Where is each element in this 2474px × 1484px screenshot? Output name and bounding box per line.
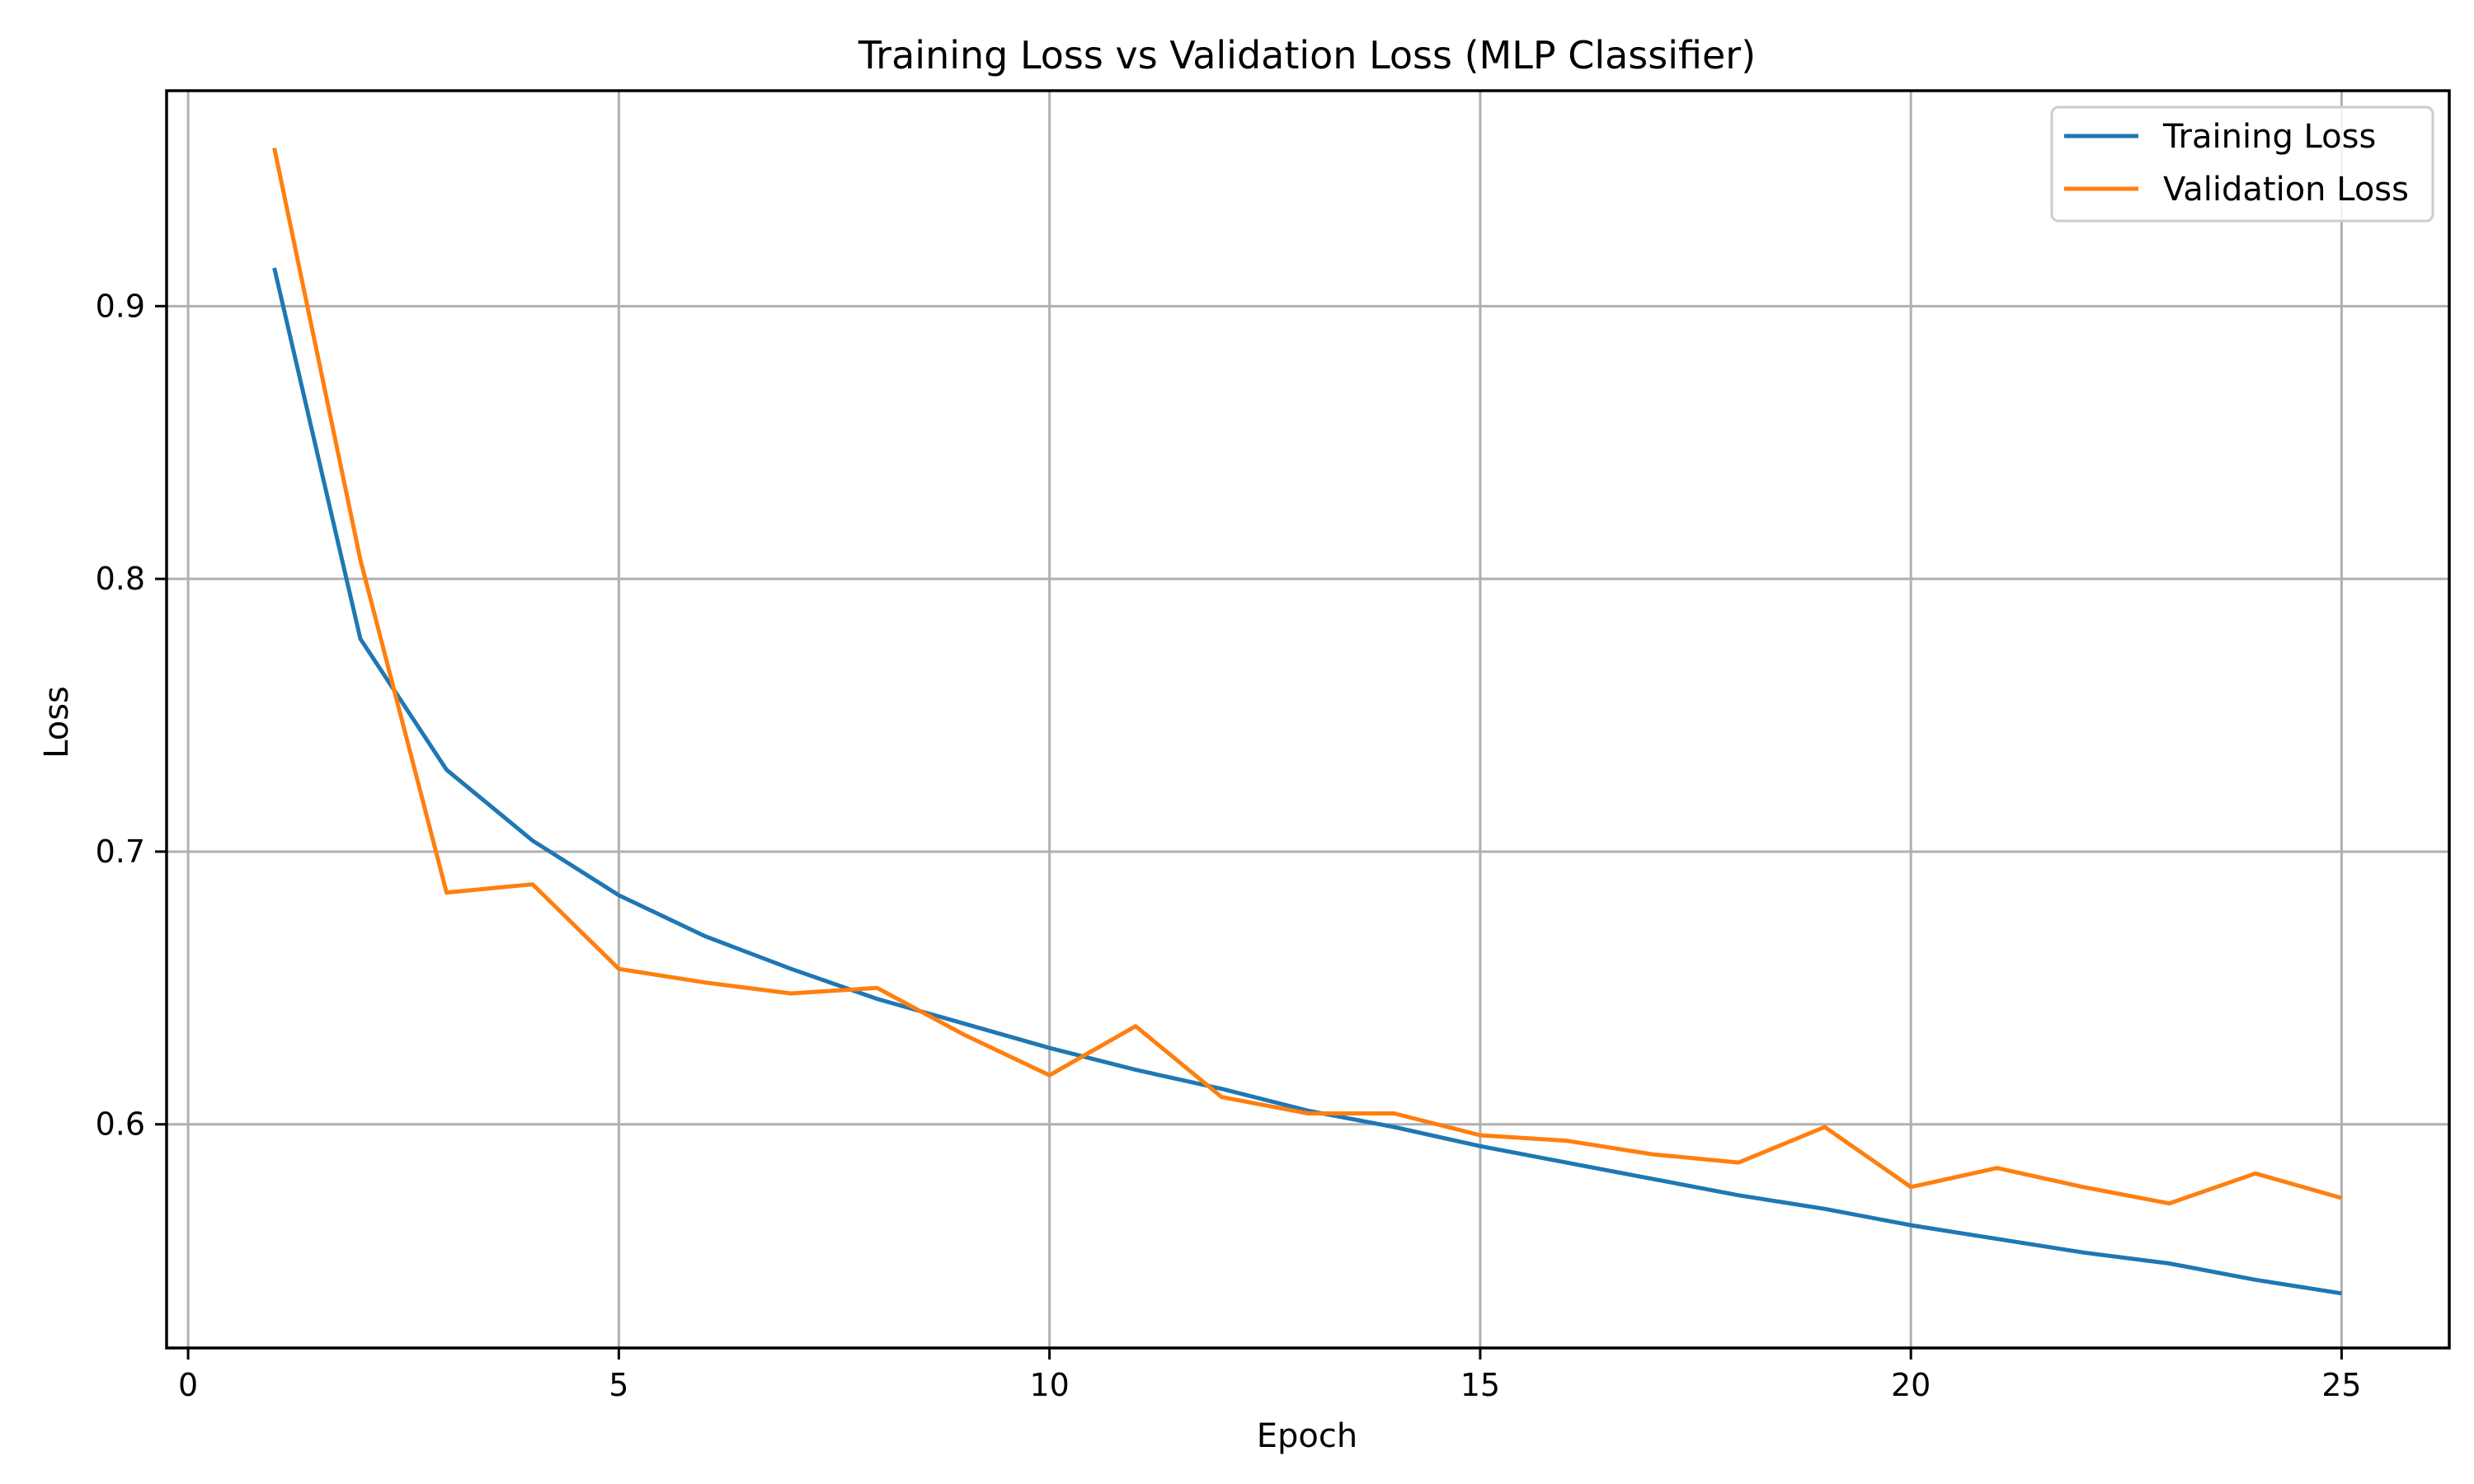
plot-area-frame <box>165 89 2451 1350</box>
legend: Training Loss Validation Loss <box>2050 106 2434 223</box>
series-line-training-loss <box>272 267 2342 1296</box>
y-tick-label: 0.7 <box>96 834 145 870</box>
x-tick-label: 0 <box>178 1367 198 1403</box>
x-tick-label: 10 <box>1029 1367 1069 1403</box>
legend-box <box>2050 106 2434 223</box>
y-tick-label: 0.6 <box>96 1106 145 1143</box>
x-tick-label: 15 <box>1460 1367 1500 1403</box>
legend-label-validation-loss: Validation Loss <box>2163 171 2409 209</box>
x-tick-label: 5 <box>609 1367 628 1403</box>
series-line-validation-loss <box>272 147 2343 1206</box>
x-tick-label: 20 <box>1891 1367 1931 1403</box>
x-axis-label: Epoch <box>1257 1417 1357 1455</box>
y-tick-label: 0.9 <box>96 288 145 324</box>
axis-ticks: 0 5 10 15 20 25 0.6 0.7 0.8 0.9 <box>96 288 2362 1403</box>
chart-title: Training Loss vs Validation Loss (MLP Cl… <box>858 33 1756 77</box>
x-tick-label: 25 <box>2321 1367 2361 1403</box>
y-tick-label: 0.8 <box>96 561 145 597</box>
y-axis-label: Loss <box>38 686 76 758</box>
legend-label-training-loss: Training Loss <box>2162 118 2376 156</box>
series-lines <box>272 147 2343 1296</box>
grid <box>167 91 2449 1348</box>
